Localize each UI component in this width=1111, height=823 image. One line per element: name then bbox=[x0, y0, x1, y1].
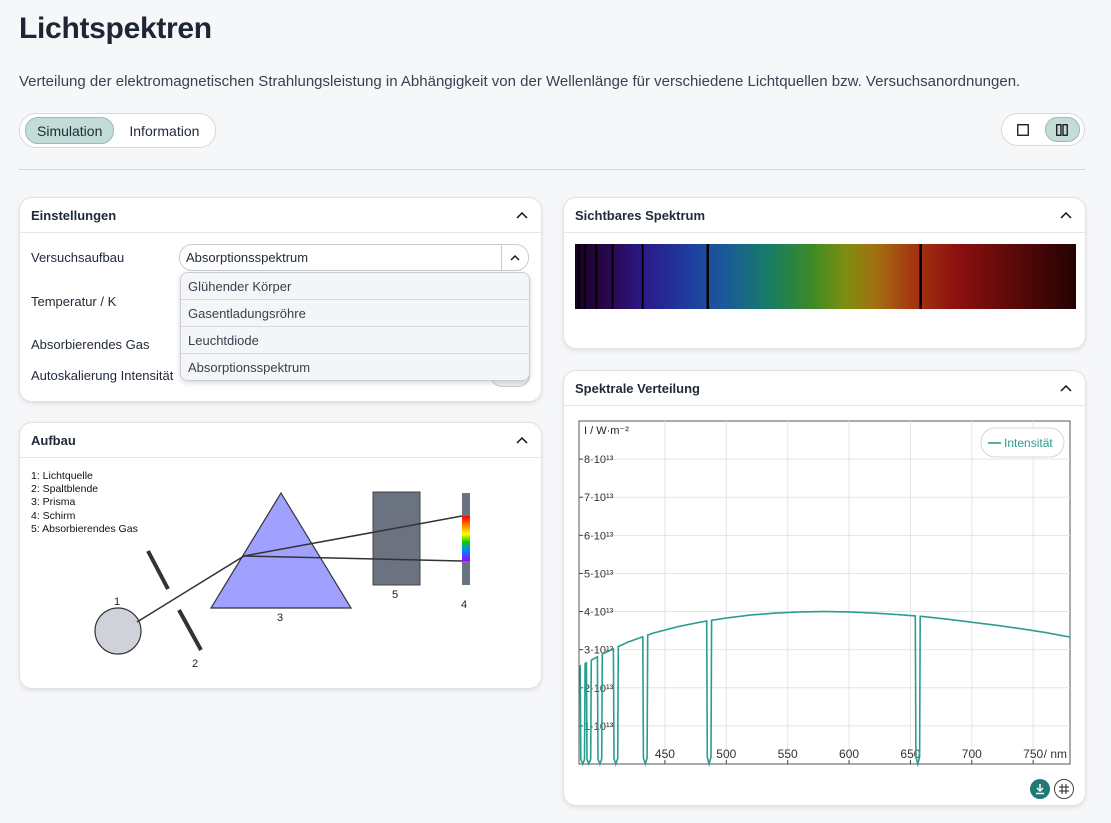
option-gluehender-koerper[interactable]: Glühender Körper bbox=[181, 273, 529, 300]
setup-label: Versuchsaufbau bbox=[31, 250, 125, 265]
chevron-up-icon[interactable] bbox=[1059, 381, 1073, 395]
settings-card: Einstellungen Versuchsaufbau Absorptions… bbox=[19, 197, 542, 402]
x-tick-label: 600 bbox=[839, 747, 859, 761]
x-tick-label: 750 bbox=[1023, 747, 1043, 761]
gas-cell bbox=[372, 491, 421, 586]
layout-toggle bbox=[1001, 113, 1085, 146]
label-5: 5 bbox=[392, 589, 398, 601]
x-axis-label: / nm bbox=[1044, 747, 1067, 761]
single-column-button[interactable] bbox=[1006, 117, 1041, 142]
page-title: Lichtspektren bbox=[19, 12, 212, 45]
y-tick-label: 3·10¹³ bbox=[584, 645, 614, 657]
x-tick-label: 550 bbox=[778, 747, 798, 761]
option-leuchtdiode[interactable]: Leuchtdiode bbox=[181, 327, 529, 354]
visible-spectrum-title: Sichtbares Spektrum bbox=[575, 207, 706, 223]
option-absorptionsspektrum[interactable]: Absorptionsspektrum bbox=[181, 354, 529, 380]
page-subtitle: Verteilung der elektromagnetischen Strah… bbox=[19, 73, 1021, 90]
y-tick-label: 1·10¹³ bbox=[584, 721, 614, 733]
visible-spectrum-header: Sichtbares Spektrum bbox=[564, 198, 1085, 233]
screen-spectrum bbox=[462, 516, 470, 561]
light-source bbox=[94, 607, 142, 655]
grid-icon[interactable] bbox=[1054, 779, 1074, 799]
two-column-icon bbox=[1056, 123, 1069, 136]
settings-card-header: Einstellungen bbox=[20, 198, 541, 233]
gas-label: Absorbierendes Gas bbox=[31, 337, 150, 352]
setup-select[interactable]: Absorptionsspektrum bbox=[179, 244, 529, 271]
chevron-up-icon[interactable] bbox=[515, 208, 529, 222]
setup-legend: 1: Lichtquelle 2: Spaltblende 3: Prisma … bbox=[31, 470, 138, 536]
chevron-up-icon[interactable] bbox=[515, 433, 529, 447]
setup-diagram: 1 2 3 4 5 bbox=[94, 491, 470, 670]
y-tick-label: 4·10¹³ bbox=[584, 607, 614, 619]
legend-label: Intensität bbox=[1004, 436, 1053, 450]
option-gasentladungsroehre[interactable]: Gasentladungsröhre bbox=[181, 300, 529, 327]
temperature-label: Temperatur / K bbox=[31, 294, 117, 309]
setup-card-title: Aufbau bbox=[31, 432, 76, 448]
legend-item: 4: Schirm bbox=[31, 509, 76, 522]
y-tick-label: 5·10¹³ bbox=[584, 568, 614, 580]
prism bbox=[209, 491, 353, 609]
y-tick-label: 2·10¹³ bbox=[584, 683, 614, 695]
label-4: 4 bbox=[461, 599, 467, 611]
legend-item: 1: Lichtquelle bbox=[31, 470, 93, 482]
label-2: 2 bbox=[192, 658, 198, 670]
chart-footer-icons bbox=[1030, 779, 1074, 799]
series-line-intensitaet bbox=[578, 610, 1071, 768]
legend-box bbox=[980, 427, 1065, 458]
x-tick-label: 500 bbox=[716, 747, 736, 761]
x-tick-label: 700 bbox=[962, 747, 982, 761]
y-tick-label: 7·10¹³ bbox=[584, 492, 614, 504]
y-tick-label: 8·10¹³ bbox=[584, 454, 614, 466]
setup-card-header: Aufbau bbox=[20, 423, 541, 458]
visible-spectrum-band bbox=[575, 244, 1076, 309]
x-tick-label: 450 bbox=[655, 747, 675, 761]
slit-lower bbox=[177, 609, 203, 651]
visible-spectrum-card: Sichtbares Spektrum bbox=[563, 197, 1086, 349]
view-tabs: Simulation Information bbox=[19, 113, 217, 148]
spectral-card-header: Spektrale Verteilung bbox=[564, 371, 1085, 406]
y-tick-label: 6·10¹³ bbox=[584, 530, 614, 542]
setup-select-value: Absorptionsspektrum bbox=[186, 250, 309, 265]
slit-upper bbox=[146, 550, 170, 590]
label-3: 3 bbox=[277, 612, 283, 624]
spectral-chart: 450 500 550 600 650 700 750 1·10¹³ 2·10¹³ 3·10¹³ 4… bbox=[578, 420, 1071, 768]
chevron-up-icon[interactable] bbox=[1059, 208, 1073, 222]
spectral-card: Spektrale Verteilung 450 500 550 600 650 700 7… bbox=[563, 370, 1086, 806]
tab-information[interactable]: Information bbox=[129, 122, 200, 139]
chart-legend: Intensität bbox=[980, 427, 1065, 458]
autoscale-label: Autoskalierung Intensität bbox=[31, 368, 174, 383]
setup-card: Aufbau 1: Lichtquelle 2: Spaltblende 3: … bbox=[19, 422, 542, 689]
ray-upper bbox=[136, 515, 463, 623]
chevron-up-icon bbox=[501, 245, 528, 270]
ray-lower bbox=[243, 555, 463, 562]
spectral-card-title: Spektrale Verteilung bbox=[575, 380, 700, 396]
divider bbox=[19, 169, 1085, 170]
label-1: 1 bbox=[114, 596, 120, 608]
tab-simulation[interactable]: Simulation bbox=[25, 117, 115, 144]
screen bbox=[462, 493, 470, 585]
settings-card-title: Einstellungen bbox=[31, 207, 117, 223]
download-icon[interactable] bbox=[1030, 779, 1050, 799]
two-column-button[interactable] bbox=[1044, 117, 1080, 142]
legend-item: 2: Spaltblende bbox=[31, 483, 99, 496]
setup-dropdown: Glühender Körper Gasentladungsröhre Leuc… bbox=[180, 272, 530, 381]
y-axis-label: I / W·m⁻² bbox=[584, 425, 629, 437]
legend-item: 3: Prisma bbox=[31, 496, 76, 509]
x-tick-label: 650 bbox=[900, 747, 920, 761]
single-column-icon bbox=[1017, 123, 1030, 136]
legend-item: 5: Absorbierendes Gas bbox=[31, 522, 138, 535]
plot-area bbox=[578, 420, 1071, 765]
